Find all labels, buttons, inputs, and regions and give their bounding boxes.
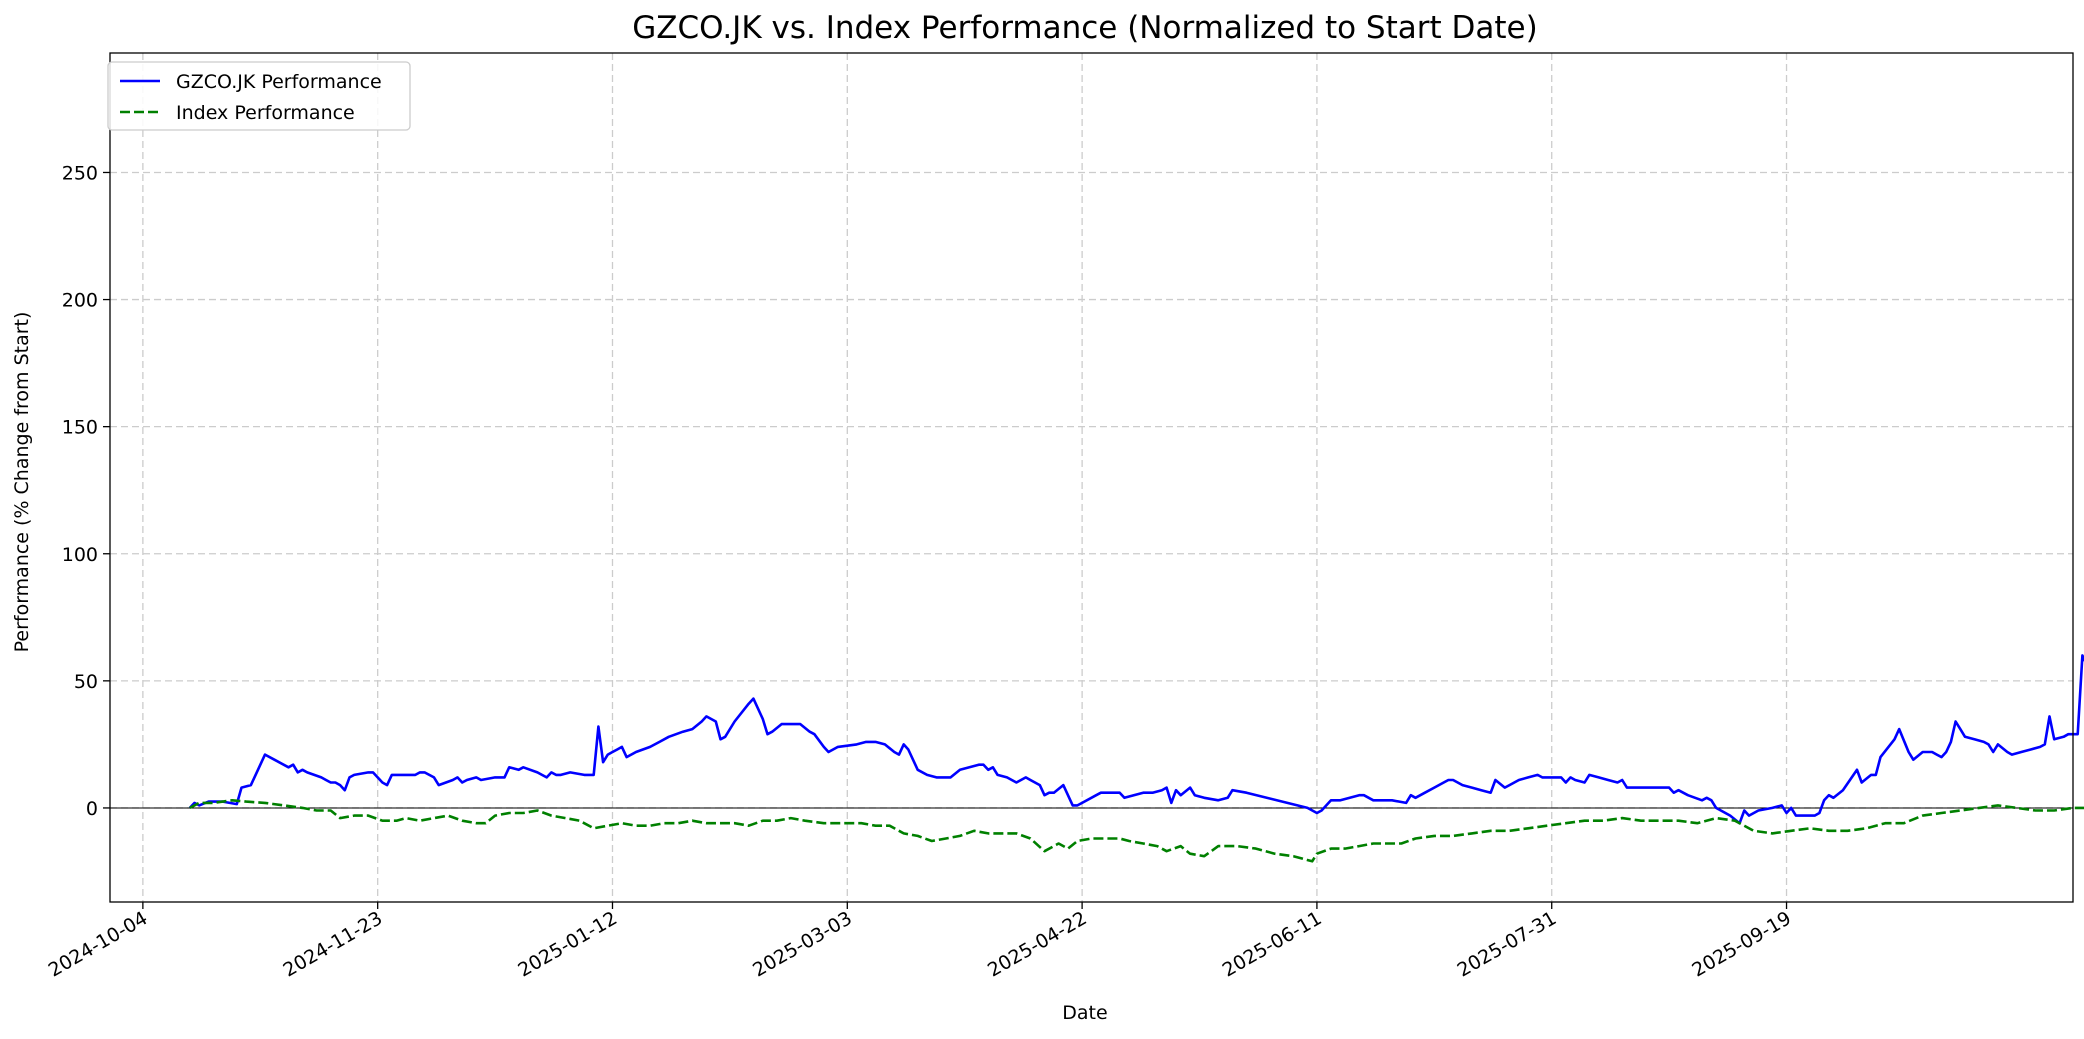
legend: GZCO.JK Performance Index Performance — [107, 61, 411, 131]
y-tick-label: 0 — [86, 798, 98, 820]
legend-label: GZCO.JK Performance — [176, 71, 382, 93]
legend-box — [107, 61, 411, 131]
series-line-index — [189, 799, 2084, 863]
series-line-gzco — [188, 654, 2084, 825]
y-tick-label: 50 — [74, 671, 98, 693]
chart-title: GZCO.JK vs. Index Performance (Normalize… — [632, 10, 1537, 46]
y-tick-label: 150 — [62, 417, 98, 439]
y-tick-label: 200 — [62, 290, 98, 312]
y-tick-label: 250 — [62, 162, 98, 184]
series-lines — [110, 654, 2084, 863]
plot-area-frame — [109, 52, 2074, 903]
y-axis-label: Performance (% Change from Start) — [11, 312, 33, 653]
x-axis-label: Date — [1062, 1002, 1107, 1024]
y-tick-label: 100 — [62, 544, 98, 566]
legend-label: Index Performance — [176, 102, 355, 124]
